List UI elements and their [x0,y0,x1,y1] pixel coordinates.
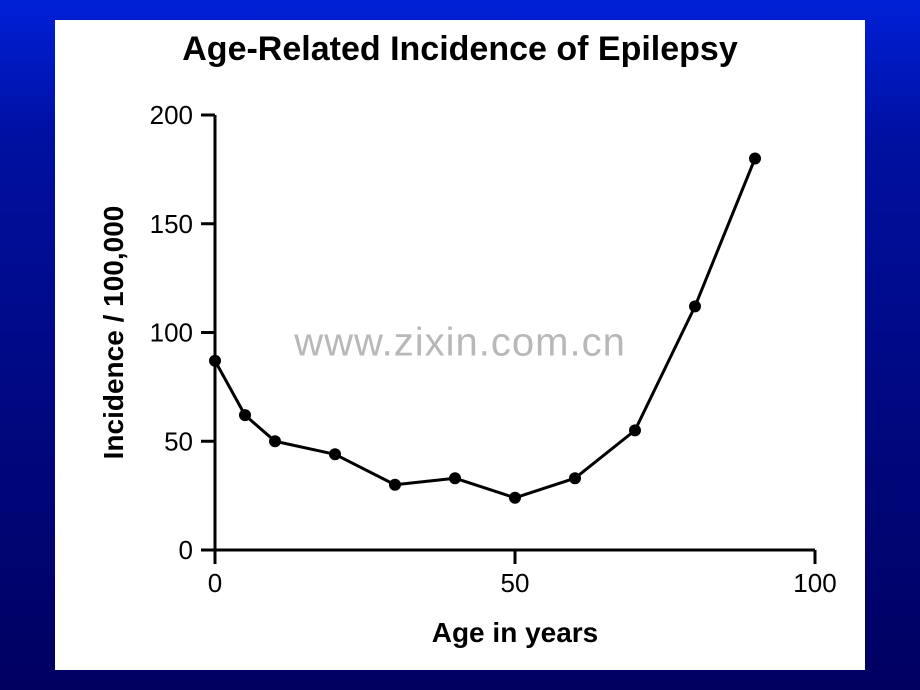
svg-text:Incidence / 100,000: Incidence / 100,000 [98,206,129,460]
svg-text:100: 100 [793,568,836,598]
svg-text:100: 100 [150,318,193,348]
chart-svg: 0 50 100 150 200 0 50 100 Age in years Incidence … [95,30,855,660]
svg-text:150: 150 [150,209,193,239]
svg-text:Age in years: Age in years [432,617,599,648]
chart-plot: 0 50 100 150 200 0 50 100 Age in years Incidence … [95,30,855,660]
svg-text:0: 0 [208,568,222,598]
slide-background: Age-Related Incidence of Epilepsy www.zi… [0,0,920,690]
svg-text:200: 200 [150,100,193,130]
chart-panel: Age-Related Incidence of Epilepsy www.zi… [55,20,865,670]
svg-text:0: 0 [179,535,193,565]
svg-text:50: 50 [164,426,193,456]
svg-text:50: 50 [501,568,530,598]
